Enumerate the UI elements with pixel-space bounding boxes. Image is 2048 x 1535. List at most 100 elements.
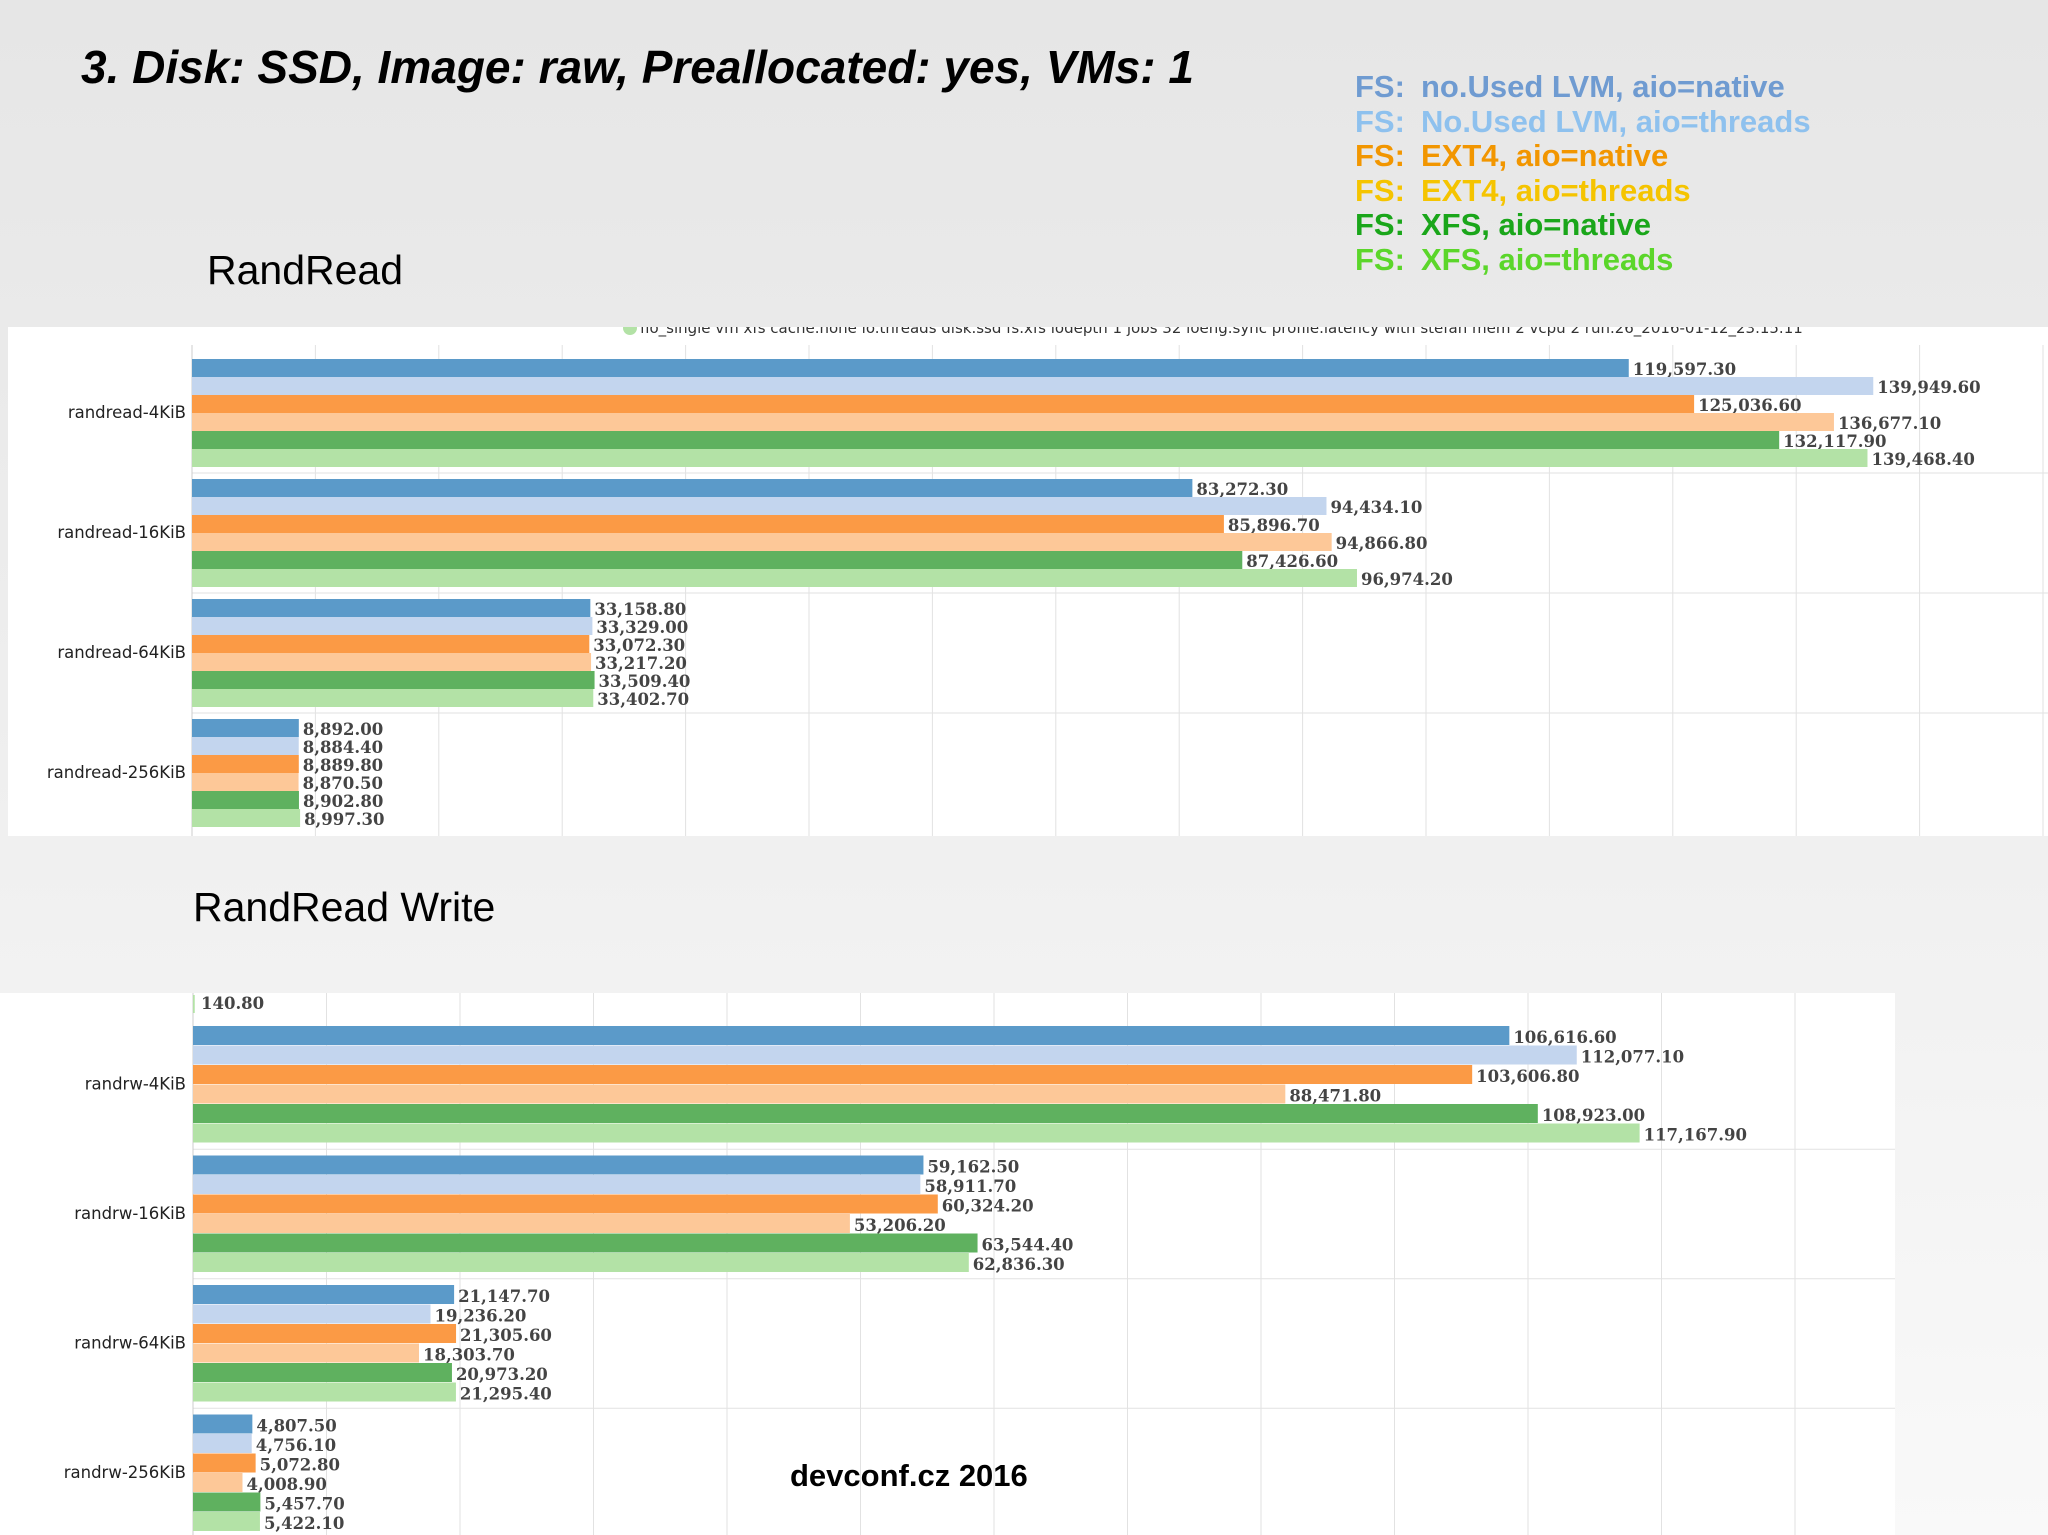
data-label: 8,889.80	[303, 756, 383, 775]
footer-text: devconf.cz 2016	[790, 1458, 1028, 1493]
randrw-chart: 140.80 randrw-4KiB 106,616.60 112,077.10 103…	[0, 993, 1895, 1535]
data-label: 119,597.30	[1633, 360, 1736, 379]
bar	[192, 551, 1243, 569]
bar	[192, 617, 593, 635]
bar	[192, 515, 1224, 533]
data-label: 5,422.10	[264, 1514, 344, 1533]
bar	[193, 1512, 260, 1531]
category-label: randrw-16KiB	[74, 1204, 186, 1223]
data-label: 21,147.70	[458, 1287, 550, 1306]
bar	[193, 1155, 924, 1175]
data-label: 60,324.20	[942, 1197, 1034, 1216]
caption-marker	[623, 327, 637, 335]
randrw-section-title: RandRead Write	[193, 884, 496, 930]
data-label: 18,303.70	[423, 1346, 515, 1365]
bar	[193, 1453, 256, 1473]
data-label: 33,509.40	[599, 672, 691, 691]
data-label: 94,866.80	[1336, 534, 1428, 553]
data-label: 62,836.30	[973, 1255, 1065, 1274]
legend-entry-1: FS: no.Used LVM, aio=native	[1355, 69, 1811, 105]
bar	[193, 1253, 969, 1272]
legend-entry-5: FS: XFS, aio=native	[1355, 208, 1811, 243]
legend-entry-label: no.Used LVM, aio=native	[1421, 69, 1785, 104]
legend-entry-label: XFS, aio=native	[1421, 207, 1652, 243]
legend-entry-4: FS: EXT4, aio=threads	[1355, 172, 1811, 209]
bar	[193, 1382, 456, 1402]
legend-entry-label: EXT4, aio=native	[1421, 138, 1669, 174]
data-label: 96,974.20	[1361, 570, 1453, 589]
randread-chart: fio_single vm xfs cache.none io.threads …	[8, 327, 2048, 836]
bar	[193, 1026, 1510, 1045]
data-label: 83,272.30	[1196, 480, 1288, 499]
category-group: randread-4KiB 119,597.30 139,949.60 125,036…	[68, 359, 1981, 469]
data-label: 19,236.20	[434, 1307, 526, 1326]
bar	[192, 791, 299, 809]
data-label: 4,756.10	[256, 1436, 336, 1455]
bar	[192, 689, 594, 707]
data-label: 63,544.40	[982, 1236, 1074, 1255]
category-label: randrw-64KiB	[74, 1334, 186, 1353]
bar	[192, 809, 301, 827]
legend-fs-label: FS:	[1355, 103, 1405, 139]
data-label: 21,295.40	[460, 1385, 552, 1404]
bar	[192, 653, 592, 671]
legend-fs-label: FS:	[1355, 207, 1405, 243]
data-label: 136,677.10	[1838, 414, 1941, 433]
data-label: 8,902.80	[303, 792, 383, 811]
category-label: randread-16KiB	[57, 523, 186, 542]
data-label: 21,305.60	[460, 1326, 552, 1345]
legend-entry-6: FS: XFS, aio=threads	[1355, 242, 1811, 278]
category-label: randrw-256KiB	[64, 1463, 186, 1482]
bar	[193, 1492, 261, 1512]
category-group: randrw-4KiB 106,616.60112,077.10103,606.8…	[85, 1026, 1747, 1145]
top-value-label: 140.80	[201, 994, 264, 1013]
data-label: 33,158.80	[594, 600, 686, 619]
category-label: randread-64KiB	[57, 643, 186, 662]
bar	[192, 755, 299, 773]
category-label: randread-256KiB	[47, 763, 186, 782]
legend-fs-label: FS:	[1355, 138, 1405, 174]
bar	[192, 395, 1695, 413]
bar	[193, 1233, 978, 1253]
category-group: randread-64KiB 33,158.8033,329.0033,072.3…	[57, 599, 690, 709]
data-label: 5,457.70	[264, 1495, 344, 1514]
legend-entry-3: FS: EXT4, aio=native	[1355, 138, 1811, 174]
data-label: 33,329.00	[596, 618, 688, 637]
bar	[193, 1194, 938, 1214]
bar	[192, 449, 1868, 467]
bar	[193, 1414, 253, 1434]
data-label: 125,036.60	[1698, 396, 1801, 415]
data-label: 132,117.90	[1783, 432, 1886, 451]
bar	[192, 569, 1357, 587]
bar	[193, 1065, 1473, 1084]
legend-fs-label: FS:	[1355, 172, 1405, 208]
data-label: 85,896.70	[1228, 516, 1320, 535]
data-label: 139,468.40	[1871, 450, 1974, 469]
data-label: 8,884.40	[303, 738, 383, 757]
data-label: 108,923.00	[1542, 1106, 1645, 1125]
data-label: 4,008.90	[246, 1475, 326, 1494]
data-label: 33,402.70	[597, 690, 689, 709]
bar	[193, 1324, 457, 1343]
category-group: randrw-64KiB 21,147.7019,236.2021,305.601…	[74, 1285, 552, 1404]
bar	[192, 671, 595, 689]
top-bar	[193, 995, 195, 1013]
bar	[193, 1104, 1538, 1123]
data-label: 8,870.50	[303, 774, 383, 793]
bar	[192, 599, 591, 617]
bar	[193, 1123, 1640, 1143]
data-label: 88,471.80	[1289, 1087, 1381, 1106]
data-label: 20,973.20	[456, 1365, 548, 1384]
category-group: randread-256KiB8,892.008,884.408,889.808…	[47, 719, 384, 829]
data-label: 8,997.30	[304, 810, 384, 829]
category-group: randrw-16KiB 59,162.5058,911.7060,324.205…	[74, 1155, 1074, 1274]
data-label: 139,949.60	[1877, 378, 1980, 397]
series-legend: FS: no.Used LVM, aio=native FS: No.Used LV…	[1355, 69, 1811, 278]
bar	[192, 413, 1834, 431]
legend-entry-2: FS: No.Used LVM, aio=threads	[1355, 103, 1811, 140]
bar	[192, 359, 1629, 377]
randread-chart-svg: fio_single vm xfs cache.none io.threads …	[47, 327, 2048, 836]
data-label: 58,911.70	[924, 1177, 1016, 1196]
chart-caption: fio_single vm xfs cache.none io.threads …	[640, 327, 1803, 338]
data-label: 33,217.20	[595, 654, 687, 673]
